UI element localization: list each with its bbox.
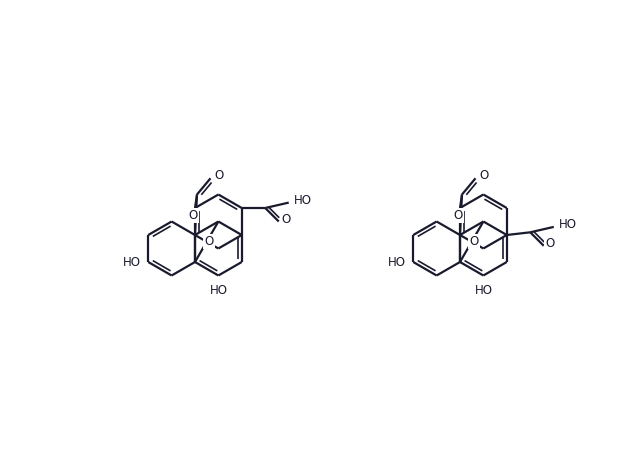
Text: HO: HO xyxy=(209,284,227,298)
Text: O: O xyxy=(453,209,463,222)
Text: O: O xyxy=(281,213,291,226)
Text: HO: HO xyxy=(474,284,492,298)
Text: HO: HO xyxy=(124,256,141,268)
Text: O: O xyxy=(469,235,479,248)
Text: O: O xyxy=(479,169,488,182)
Text: O: O xyxy=(204,235,214,248)
Text: HO: HO xyxy=(559,219,577,231)
Text: O: O xyxy=(545,237,554,251)
Text: O: O xyxy=(188,209,198,222)
Text: HO: HO xyxy=(388,256,406,268)
Text: HO: HO xyxy=(294,194,312,207)
Text: O: O xyxy=(214,169,223,182)
